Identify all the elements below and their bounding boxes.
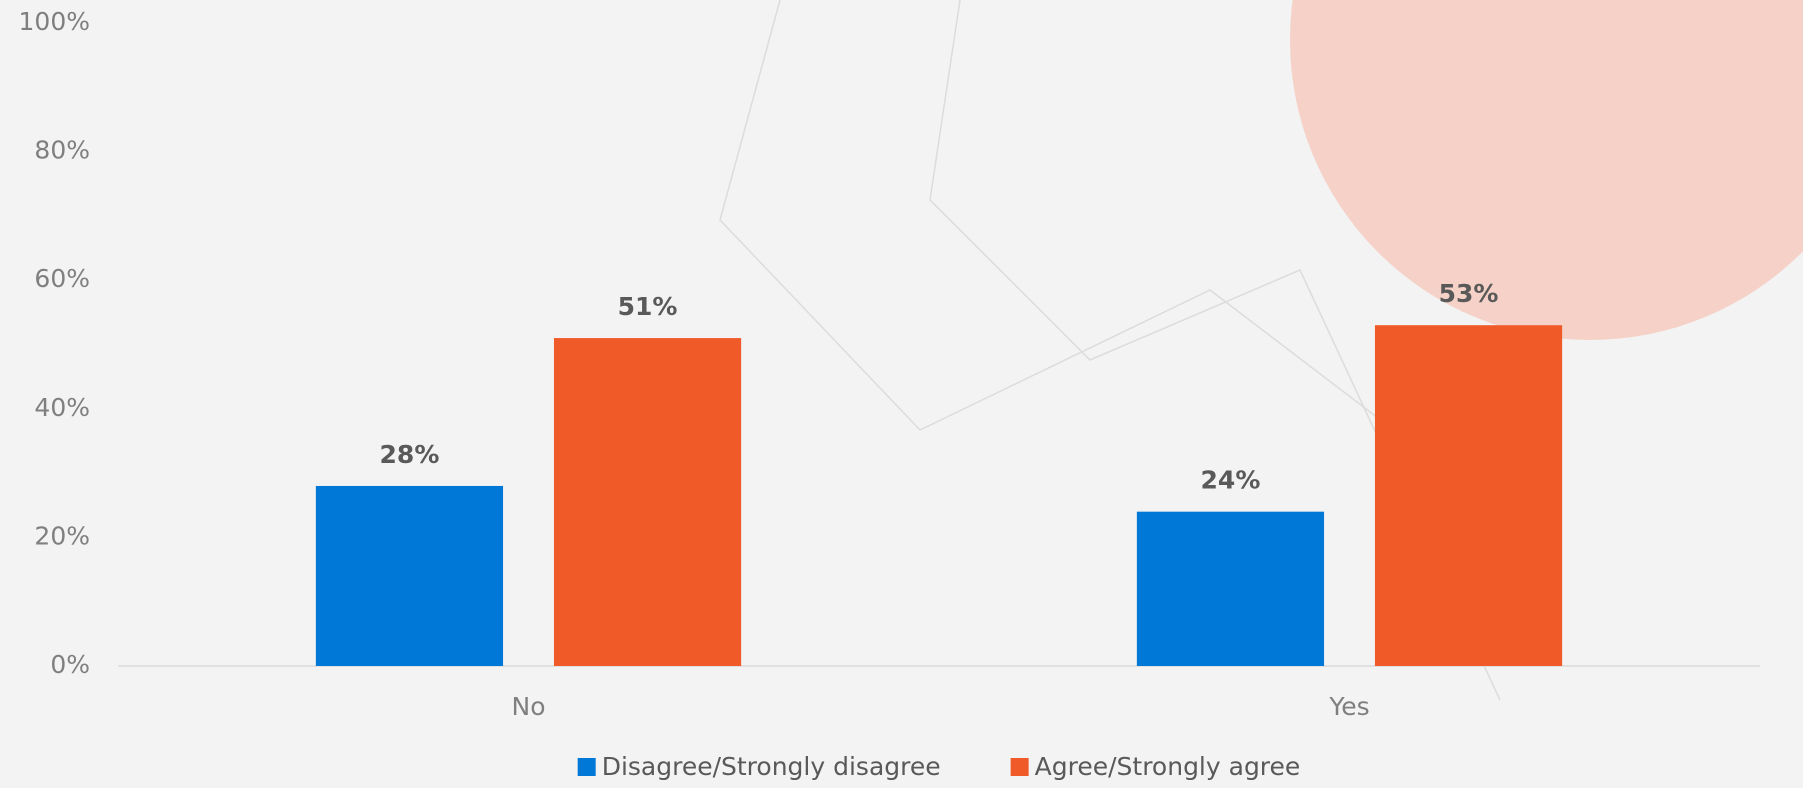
bar — [1374, 325, 1563, 666]
y-tick-label: 0% — [50, 650, 90, 679]
legend-label: Agree/Strongly agree — [1035, 752, 1301, 781]
value-label: 51% — [618, 292, 678, 321]
value-label: 24% — [1201, 466, 1261, 495]
legend-swatch — [1010, 758, 1029, 776]
legend-swatch — [577, 758, 596, 776]
x-tick-label: Yes — [1328, 692, 1369, 721]
bar — [315, 485, 504, 666]
x-tick-label: No — [512, 692, 546, 721]
legend-label: Disagree/Strongly disagree — [602, 752, 941, 781]
y-tick-label: 40% — [34, 393, 90, 422]
y-tick-label: 20% — [34, 521, 90, 550]
y-tick-label: 100% — [19, 7, 90, 36]
value-label: 28% — [380, 440, 440, 469]
bar — [1136, 511, 1325, 666]
decoration — [719, 0, 1421, 451]
y-tick-label: 80% — [34, 136, 90, 165]
y-tick-label: 60% — [34, 264, 90, 293]
decoration — [1290, 0, 1803, 340]
decoration — [929, 0, 1501, 701]
value-label: 53% — [1439, 279, 1499, 308]
bar — [553, 338, 742, 666]
